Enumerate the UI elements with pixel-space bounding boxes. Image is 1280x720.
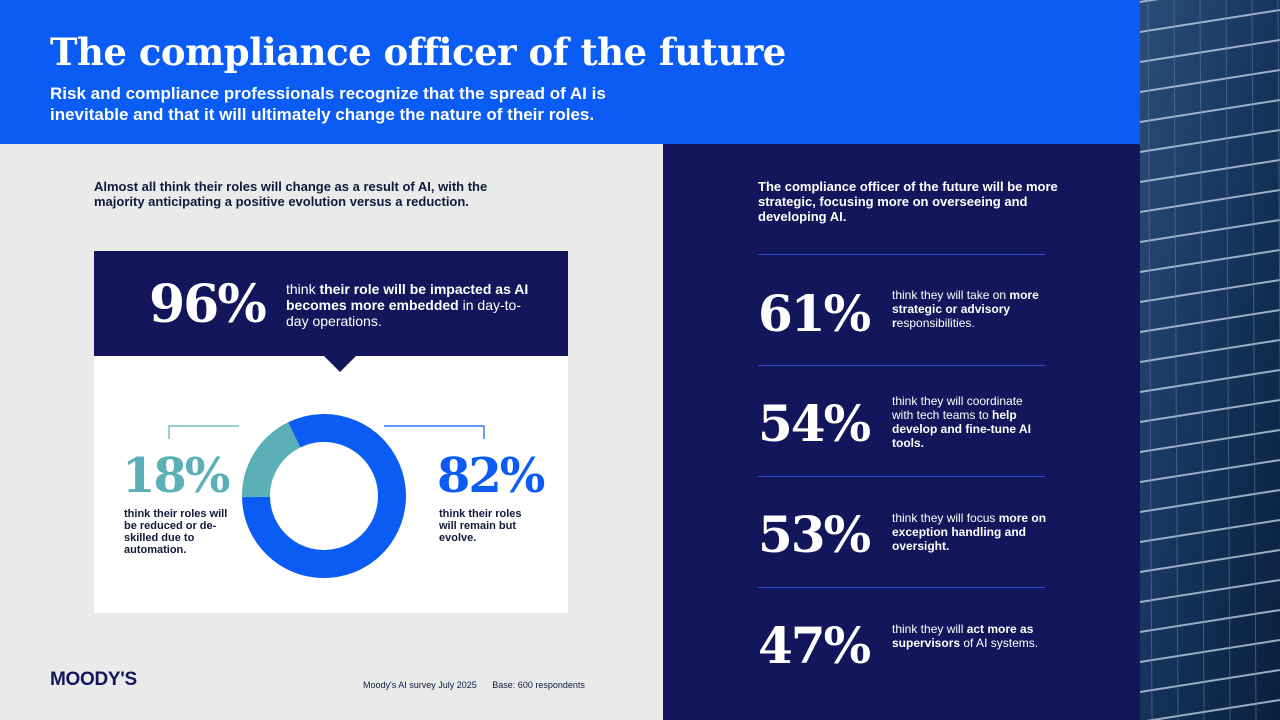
facade-mullion-line <box>1173 0 1179 720</box>
stat-divider <box>758 476 1045 477</box>
stat-text-plain: think they will <box>892 622 967 636</box>
stat-percentage: 61% <box>758 284 871 343</box>
donut-slice-evolve <box>242 414 406 578</box>
header-banner: The compliance officer of the future Ris… <box>0 0 1140 144</box>
facade-floor-line <box>1140 639 1280 663</box>
stat-text-tail: esponsibilities. <box>896 316 975 330</box>
facade-floor-line <box>1140 129 1280 153</box>
facade-floor-line <box>1140 279 1280 303</box>
stat-description: think they will act more as supervisors … <box>892 622 1042 650</box>
reduced-percentage: 18% <box>122 448 230 504</box>
facade-floor-line <box>1140 309 1280 333</box>
stat-text-tail: of AI systems. <box>960 636 1039 650</box>
donut-slice-reduced <box>242 422 301 498</box>
facade-floor-line <box>1140 669 1280 693</box>
impact-headline-box: 96% think their role will be impacted as… <box>94 251 568 356</box>
page-subtitle: Risk and compliance professionals recogn… <box>50 84 606 124</box>
facade-mullion-line <box>1277 0 1280 451</box>
stat-divider <box>758 365 1045 366</box>
facade-floor-line <box>1140 399 1280 423</box>
evolve-percentage: 82% <box>437 448 545 504</box>
facade-mullion-line <box>1199 0 1205 720</box>
reduced-description: think their roles will be reduced or de-… <box>124 508 228 556</box>
stat-text-plain: think they will take on <box>892 288 1010 302</box>
facade-floor-line <box>1140 69 1280 93</box>
stat-description: think they will coordinate with tech tea… <box>892 394 1042 450</box>
stat-description: think they will take on more strategic o… <box>892 288 1062 330</box>
survey-source: Moody's AI survey July 2025 <box>363 680 477 690</box>
facade-floor-line <box>1140 9 1280 33</box>
facade-floor-line <box>1140 189 1280 213</box>
stat-text-plain: think they will focus <box>892 511 999 525</box>
evolve-description: think their roles will remain but evolve… <box>439 508 522 544</box>
facade-floor-line <box>1140 519 1280 543</box>
stat-text-bold: act more as supervisors <box>892 622 1034 650</box>
headline-text-tail: in day-to-day operations. <box>286 297 521 329</box>
facade-floor-line <box>1140 579 1280 603</box>
stat-description: think they will focus more on exception … <box>892 511 1062 553</box>
stat-text-bold: more on exception handling and oversight… <box>892 511 1047 553</box>
right-panel: The compliance officer of the future wil… <box>663 144 1140 720</box>
left-intro-text: Almost all think their roles will change… <box>94 179 488 209</box>
headline-percentage: 96% <box>149 274 267 335</box>
right-intro-text: The compliance officer of the future wil… <box>758 179 1058 224</box>
building-facade-photo <box>1140 0 1280 720</box>
facade-floor-line <box>1140 159 1280 183</box>
donut-connector-lines <box>168 425 485 439</box>
stat-text-plain: think they will coordinate with tech tea… <box>892 394 1023 422</box>
stat-text-bold: help develop and fine-tune AI tools. <box>892 408 1031 450</box>
facade-floor-line <box>1140 459 1280 483</box>
facade-floor-line <box>1140 249 1280 273</box>
facade-floor-line <box>1140 339 1280 363</box>
facade-floor-line <box>1140 549 1280 573</box>
facade-floor-line <box>1140 609 1280 633</box>
stat-divider <box>758 587 1045 588</box>
impact-card: 96% think their role will be impacted as… <box>94 251 568 613</box>
page-title: The compliance officer of the future <box>50 30 786 74</box>
headline-pointer-arrow <box>323 355 357 372</box>
headline-text-bold: their role will be impacted as AI become… <box>286 281 529 313</box>
facade-floor-line <box>1140 39 1280 63</box>
facade-mullion-line <box>1225 0 1231 720</box>
stat-percentage: 47% <box>758 616 871 675</box>
headline-description: think their role will be impacted as AI … <box>286 281 536 329</box>
stat-percentage: 54% <box>758 394 871 453</box>
left-panel: Almost all think their roles will change… <box>0 144 663 720</box>
facade-floor-line <box>1140 219 1280 243</box>
footnote: Moody's AI survey July 2025 Base: 600 re… <box>363 680 598 690</box>
facade-floor-line <box>1140 369 1280 393</box>
facade-floor-line <box>1146 699 1280 720</box>
facade-floor-line <box>1140 99 1280 123</box>
stat-percentage: 53% <box>758 505 871 564</box>
stat-text-bold: more strategic or advisory r <box>892 288 1039 330</box>
facade-mullion-line <box>1251 0 1257 720</box>
facade-floor-line <box>1140 429 1280 453</box>
facade-mullion-line <box>1147 0 1153 720</box>
survey-base: Base: 600 respondents <box>492 680 585 690</box>
headline-text-plain: think <box>286 281 320 297</box>
facade-floor-line <box>1140 489 1280 513</box>
stat-divider <box>758 254 1045 255</box>
moodys-logo: MOODY'S <box>50 669 137 690</box>
role-change-donut-chart <box>242 414 406 578</box>
